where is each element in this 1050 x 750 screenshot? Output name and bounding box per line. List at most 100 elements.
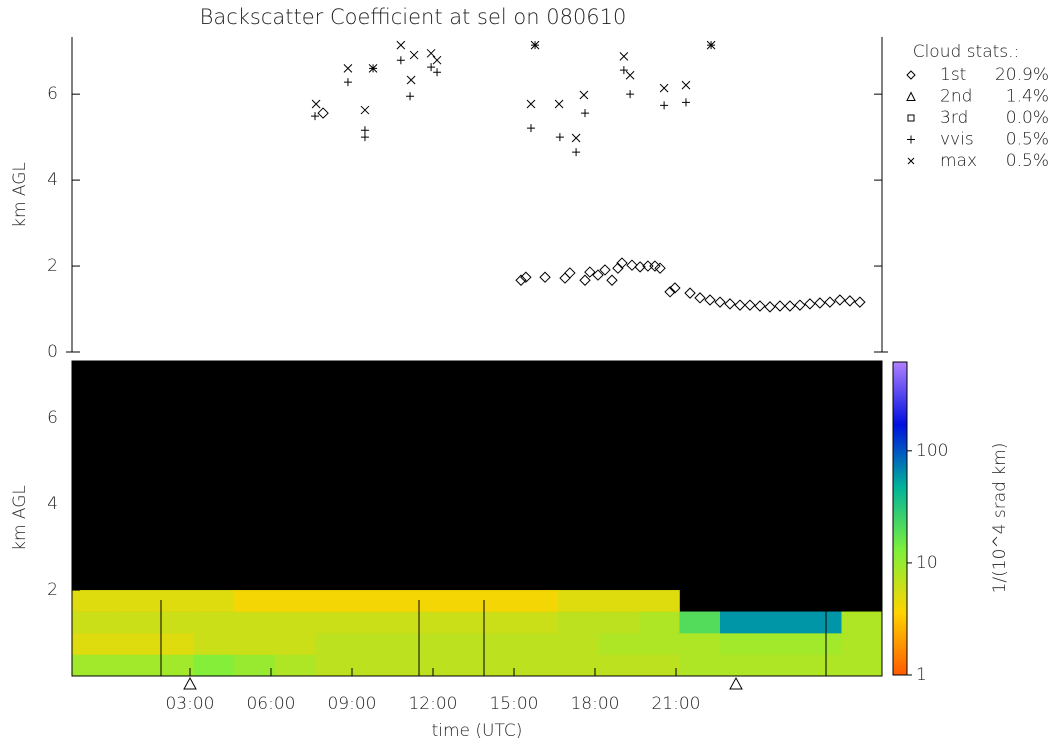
heatmap-cells xyxy=(72,590,883,677)
x-tick-label: 15:00 xyxy=(489,694,538,714)
heatmap-cell xyxy=(639,633,680,655)
legend-label: max xyxy=(940,151,977,171)
heatmap-cell xyxy=(558,654,599,677)
point xyxy=(804,298,816,310)
x-tick-label: 06:00 xyxy=(246,694,295,714)
heatmap-cell xyxy=(639,654,680,677)
point xyxy=(396,56,405,65)
heatmap-cell xyxy=(153,654,194,677)
heatmap-cell xyxy=(112,590,154,612)
heatmap-cell xyxy=(112,611,154,634)
point xyxy=(406,75,416,85)
x-tick-label: 12:00 xyxy=(408,694,457,714)
point xyxy=(714,296,726,308)
y-tick-label: 6 xyxy=(47,408,58,428)
y-tick-label: 6 xyxy=(47,84,58,104)
point xyxy=(520,271,532,283)
legend-marker xyxy=(907,135,915,144)
point xyxy=(427,63,436,72)
heatmap-cell xyxy=(558,590,599,612)
point xyxy=(432,55,442,65)
y-tick-label: 4 xyxy=(47,494,58,514)
point xyxy=(684,287,696,299)
point xyxy=(317,107,329,119)
heatmap-cell xyxy=(720,654,761,677)
point xyxy=(409,50,419,60)
heatmap-cell xyxy=(153,611,194,634)
heatmap-cell xyxy=(234,590,275,612)
heatmap-cell xyxy=(679,654,721,677)
heatmap-cell xyxy=(355,590,397,612)
heatmap-cell xyxy=(477,590,518,612)
heatmap-cell xyxy=(193,633,235,655)
heatmap-cell xyxy=(396,654,437,677)
point xyxy=(406,92,415,101)
heatmap-cell xyxy=(720,611,761,634)
point xyxy=(526,99,536,109)
heatmap-cell xyxy=(436,633,478,655)
heatmap-cell xyxy=(801,611,842,634)
point xyxy=(764,301,776,313)
point xyxy=(368,64,378,73)
heatmap-cell xyxy=(193,611,235,634)
point xyxy=(360,105,370,115)
heatmap-cell xyxy=(679,633,721,655)
heatmap-cell xyxy=(598,633,640,655)
heatmap-cell xyxy=(598,590,640,612)
point xyxy=(704,294,716,306)
heatmap-cell xyxy=(517,654,559,677)
point xyxy=(343,78,352,87)
heatmap-cell xyxy=(436,654,478,677)
heatmap-cell xyxy=(598,654,640,677)
heatmap-cell xyxy=(396,633,437,655)
heatmap-cell xyxy=(517,611,559,634)
point xyxy=(584,266,596,278)
point xyxy=(527,124,535,133)
point xyxy=(606,274,618,286)
point xyxy=(844,295,856,307)
heatmap-cell xyxy=(436,611,478,634)
point xyxy=(626,90,635,99)
legend-label: 2nd xyxy=(940,87,972,107)
point xyxy=(626,259,638,271)
legend-marker xyxy=(906,91,916,101)
point xyxy=(854,296,866,308)
y-tick-label: 2 xyxy=(47,580,58,600)
x-tick-label: 18:00 xyxy=(570,694,619,714)
point xyxy=(564,267,576,279)
instrument-markers xyxy=(160,600,827,690)
heatmap-cell xyxy=(274,590,316,612)
colorbar xyxy=(892,361,908,676)
legend-title: Cloud stats.: xyxy=(913,42,1020,62)
point xyxy=(664,286,676,298)
heatmap-cell xyxy=(760,654,802,677)
point xyxy=(744,299,756,311)
legend-label: vvis xyxy=(940,130,974,150)
heatmap-cell xyxy=(234,654,275,677)
point xyxy=(814,297,826,309)
colorbar-tick-label: 1 xyxy=(916,665,927,685)
heatmap-cell xyxy=(396,611,437,634)
heatmap-cell xyxy=(315,654,356,677)
point xyxy=(433,68,442,77)
heatmap-cell xyxy=(355,633,397,655)
point xyxy=(774,300,786,312)
heatmap-cell xyxy=(355,654,397,677)
point xyxy=(784,300,796,312)
heatmap-cell xyxy=(517,590,559,612)
heatmap-cell xyxy=(801,633,842,655)
point xyxy=(754,300,766,312)
x-tick-label: 03:00 xyxy=(165,694,214,714)
point xyxy=(669,282,681,294)
y-axis-label: km AGL xyxy=(10,485,30,551)
heatmap-cell xyxy=(315,611,356,634)
heatmap-cell xyxy=(841,633,883,655)
point xyxy=(599,264,611,276)
point xyxy=(572,148,581,157)
heatmap-cell xyxy=(760,633,802,655)
point xyxy=(654,262,666,274)
legend-value: 20.9% xyxy=(995,65,1049,85)
x-tick-label: 09:00 xyxy=(327,694,376,714)
y-axis-label: km AGL xyxy=(10,162,30,228)
